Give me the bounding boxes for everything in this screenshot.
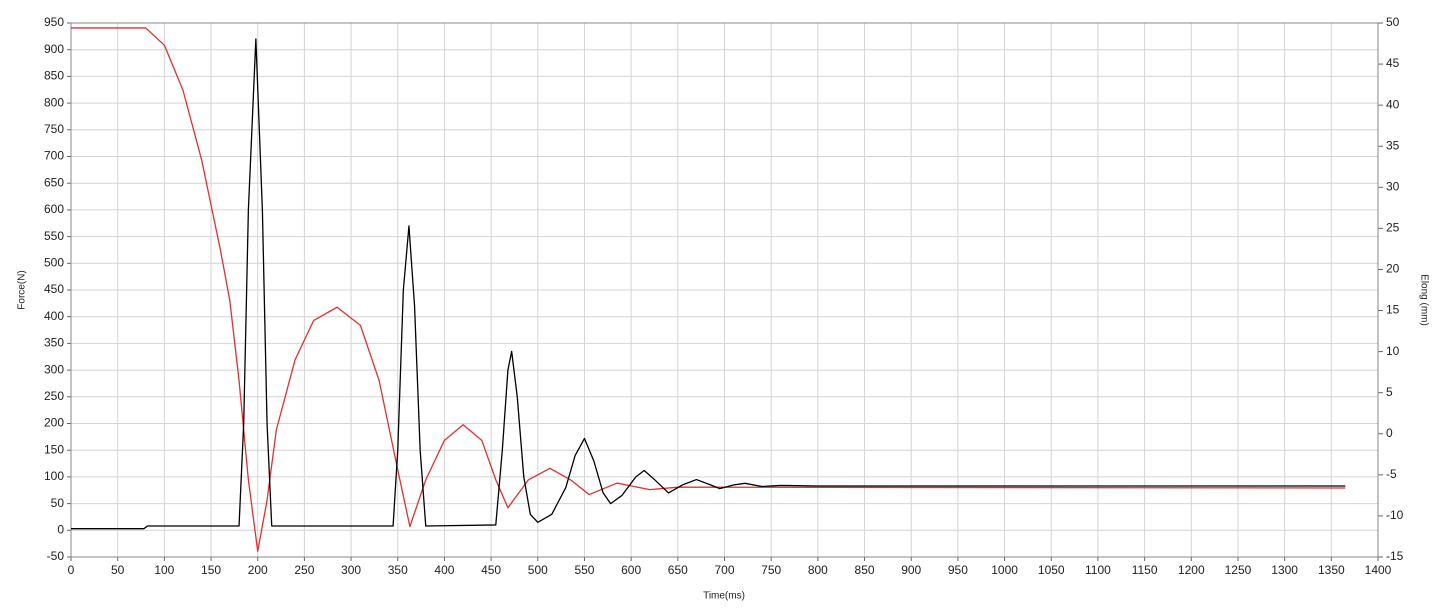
y-tick-label: 900 [44, 42, 64, 56]
x-tick-label: 1100 [1085, 563, 1111, 577]
x-tick-label: 200 [248, 563, 268, 577]
y2-tick-label: 30 [1386, 179, 1400, 193]
y-tick-label: 300 [44, 362, 64, 376]
x-tick-label: 850 [855, 563, 875, 577]
y2-tick-label: 25 [1386, 221, 1400, 235]
y-tick-label: 550 [44, 229, 64, 243]
x-tick-label: 1000 [991, 563, 1018, 577]
x-tick-label: 1250 [1225, 563, 1252, 577]
x-tick-label: 500 [528, 563, 548, 577]
y2-tick-label: 0 [1386, 426, 1393, 440]
y2-tick-label: 35 [1386, 138, 1400, 152]
y-tick-label: -50 [47, 549, 65, 563]
y2-tick-label: 50 [1386, 15, 1400, 29]
y-tick-label: 350 [44, 336, 64, 350]
y-tick-label: 150 [44, 442, 64, 456]
y2-tick-label: 5 [1386, 385, 1393, 399]
y-tick-label: 600 [44, 202, 64, 216]
x-tick-label: 250 [294, 563, 314, 577]
x-tick-label: 650 [668, 563, 688, 577]
x-tick-label: 300 [341, 563, 361, 577]
x-tick-label: 750 [761, 563, 781, 577]
x-tick-label: 550 [574, 563, 594, 577]
y2-tick-label: -15 [1386, 549, 1404, 563]
x-tick-label: 350 [388, 563, 408, 577]
y-tick-label: 100 [44, 469, 64, 483]
x-tick-label: 1150 [1132, 563, 1158, 577]
y-tick-label: 50 [51, 496, 65, 510]
x-tick-label: 1350 [1318, 563, 1345, 577]
data-line [71, 27, 1346, 552]
x-tick-label: 900 [901, 563, 921, 577]
y-tick-label: 700 [44, 149, 64, 163]
plot-frame [70, 22, 1379, 558]
x-tick-label: 150 [201, 563, 221, 577]
x-axis-title: Time(ms) [703, 591, 745, 602]
y2-tick-label: -10 [1386, 508, 1404, 522]
x-tick-label: 1400 [1365, 563, 1392, 577]
y-tick-label: 450 [44, 282, 64, 296]
y2-tick-label: 45 [1386, 56, 1400, 70]
x-tick-label: 450 [481, 563, 501, 577]
y-tick-label: 400 [44, 309, 64, 323]
x-tick-label: 50 [111, 563, 125, 577]
y-tick-label: 0 [57, 522, 64, 536]
y-tick-label: 500 [44, 255, 64, 269]
y-tick-label: 850 [44, 69, 64, 83]
x-tick-label: 700 [714, 563, 734, 577]
y2-tick-label: 15 [1386, 303, 1400, 317]
y2-tick-label: 20 [1386, 262, 1400, 276]
y2-tick-label: 10 [1386, 344, 1400, 358]
x-tick-label: 1050 [1038, 563, 1065, 577]
x-tick-label: 400 [434, 563, 454, 577]
x-tick-label: 100 [154, 563, 174, 577]
y2-axis-title: Elong (mm) [1418, 274, 1429, 326]
y-axis-title: Force(N) [17, 270, 28, 309]
y2-tick-label: 40 [1386, 97, 1400, 111]
x-tick-label: 0 [68, 563, 75, 577]
x-tick-label: 600 [621, 563, 641, 577]
y-tick-label: 950 [44, 15, 64, 29]
x-tick-label: 950 [948, 563, 968, 577]
y2-tick-label: -5 [1386, 467, 1397, 481]
x-tick-label: 800 [808, 563, 828, 577]
y-tick-label: 750 [44, 122, 64, 136]
y-tick-label: 250 [44, 389, 64, 403]
x-tick-label: 1200 [1178, 563, 1205, 577]
y-tick-label: 200 [44, 416, 64, 430]
x-tick-label: 1300 [1271, 563, 1298, 577]
y-tick-label: 800 [44, 95, 64, 109]
y-tick-label: 650 [44, 175, 64, 189]
data-line [71, 38, 1346, 530]
